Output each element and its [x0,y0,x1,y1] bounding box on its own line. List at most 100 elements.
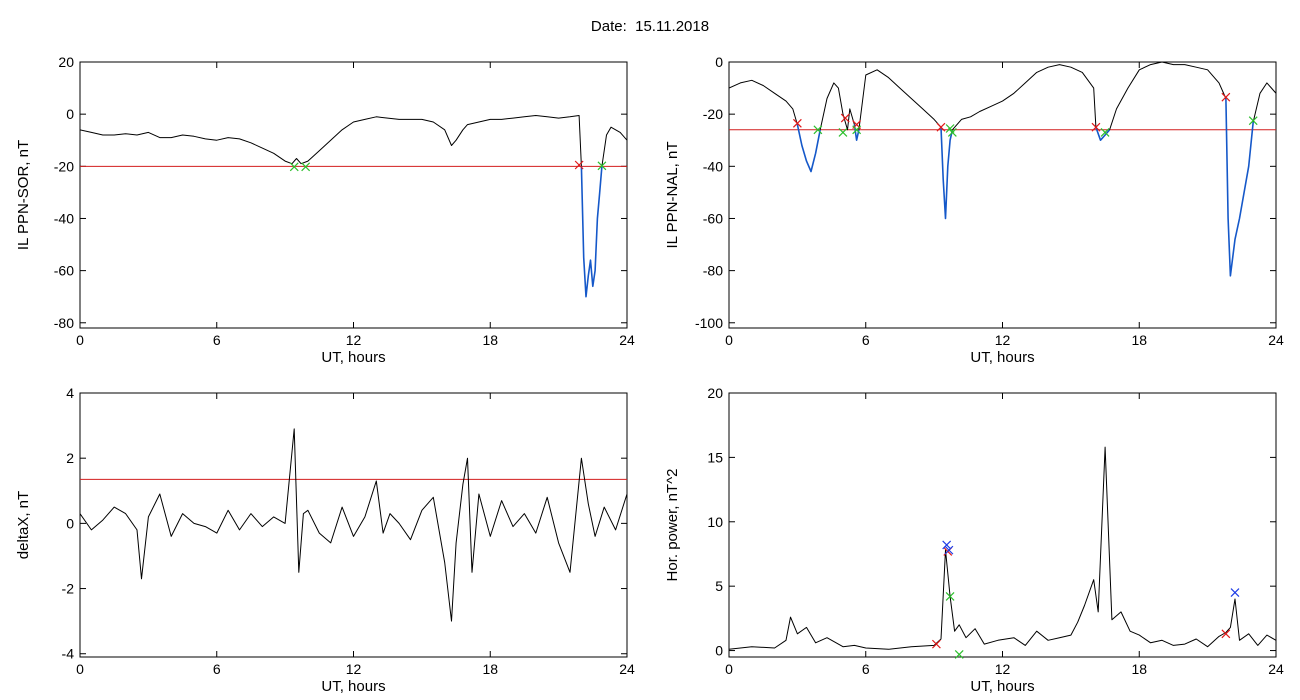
x-tick-label: 18 [482,332,498,348]
marker-red-cross [840,113,850,123]
marker-green-cross [945,124,955,133]
series-group [729,62,1276,277]
marker-red-cross [1221,92,1231,102]
y-tick-label: -20 [703,106,723,122]
y-tick-label: 0 [66,515,74,531]
x-tick-label: 24 [619,332,635,348]
marker-green-cross [1248,116,1258,126]
trace-segment-6 [952,64,1097,131]
trace-segment-4 [858,69,942,130]
y-axis-label: IL PPN-SOR, nT [15,140,32,250]
trace-segment-0 [80,115,582,167]
y-tick-label: 0 [715,54,723,70]
x-axis-label: UT, hours [970,349,1034,366]
x-tick-label: 18 [482,661,498,677]
panel-ppn-sor: 0 6 12 18 24 20 0 -20 -40 -60 -80 UT, hours IL PPN-S… [15,54,635,366]
plot-frame [79,61,628,329]
marker-green-cross [852,125,862,135]
y-tick-label: -100 [695,315,723,331]
marker-green-cross [1100,127,1110,137]
marker-green-cross [945,592,955,601]
marker-red-cross [792,118,802,128]
marker-red-cross [1221,629,1231,639]
series-group [80,428,627,622]
x-tick-label: 18 [1131,661,1147,677]
marker-red-cross [931,639,941,649]
series-group [729,446,1276,650]
marker-blue-cross [944,545,954,555]
date-value: 15.11.2018 [635,18,710,35]
y-axis-label: deltaX, nT [15,491,32,559]
x-tick-label: 0 [725,332,733,348]
event-segment-9 [1225,98,1254,277]
x-tick-label: 24 [1268,661,1284,677]
x-tick-label: 6 [862,661,870,677]
x-tick-label: 12 [346,661,362,677]
marker-red-cross [574,160,584,170]
y-tick-label: 4 [66,385,74,401]
trace-segment-2 [819,82,855,131]
plot-frame [728,61,1277,329]
marker-green-cross [947,127,957,137]
x-axis-label: UT, hours [321,349,385,366]
date-label: Date: [590,18,627,35]
panel-ppn-nal: 0 6 12 18 24 0 -20 -40 -60 -80 -100 UT, hours IL PPN… [664,54,1284,366]
x-axis-label: UT, hours [321,678,385,695]
x-tick-label: 18 [1131,332,1147,348]
event-segment-1 [580,166,603,298]
y-tick-label: 20 [58,54,74,70]
y-tick-label: -60 [703,210,723,226]
figure-date-header: Date: 15.11.2018 [0,18,1300,35]
x-tick-label: 12 [995,332,1011,348]
y-tick-label: 0 [66,106,74,122]
series-group [80,115,627,298]
trace-segment-0 [729,446,1276,650]
x-tick-label: 0 [725,661,733,677]
x-axis-label: UT, hours [970,678,1034,695]
marker-blue-cross [1230,588,1240,598]
x-tick-label: 6 [213,332,221,348]
marker-blue-cross [942,540,952,550]
y-tick-label: -40 [703,158,723,174]
marker-red-cross [1091,122,1101,132]
y-tick-label: 15 [707,449,723,465]
event-segment-7 [1095,126,1111,141]
y-tick-label: -4 [62,646,75,662]
event-segment-5 [940,127,954,220]
panel-deltax: 0 6 12 18 24 4 2 0 -2 -4 UT, hours deltaX, nT [15,385,635,695]
y-tick-label: 5 [715,578,723,594]
y-tick-label: 10 [707,514,723,530]
y-tick-label: -80 [54,315,74,331]
y-axis-label: Hor. power, nT^2 [664,469,681,582]
plot-frame [79,392,628,658]
y-tick-label: -40 [54,210,74,226]
panel-hor-power: 0 6 12 18 24 20 15 10 5 0 UT, hours Hor. power, nT^… [664,385,1284,695]
marker-green-cross [838,127,848,137]
event-segment-3 [853,124,860,141]
x-tick-label: 0 [76,332,84,348]
y-tick-label: 2 [66,450,74,466]
trace-segment-2 [601,126,627,167]
y-tick-label: 20 [707,385,723,401]
trace-segment-0 [729,79,798,125]
marker-green-cross [954,650,964,659]
trace-segment-0 [80,428,627,622]
plot-frame [728,392,1277,658]
x-tick-label: 12 [346,332,362,348]
x-tick-label: 12 [995,661,1011,677]
trace-segment-8 [1109,62,1227,130]
marker-green-cross [301,162,311,172]
y-axis-label: IL PPN-NAL, nT [664,142,681,249]
y-tick-label: -2 [62,581,75,597]
x-tick-label: 24 [1268,332,1284,348]
marker-green-cross [289,162,299,172]
y-tick-label: 0 [715,643,723,659]
marker-green-cross [597,161,607,171]
x-tick-label: 6 [862,332,870,348]
x-tick-label: 6 [213,661,221,677]
x-tick-label: 24 [619,661,635,677]
trace-segment-10 [1252,82,1276,123]
event-segment-1 [796,124,821,173]
x-tick-label: 0 [76,661,84,677]
